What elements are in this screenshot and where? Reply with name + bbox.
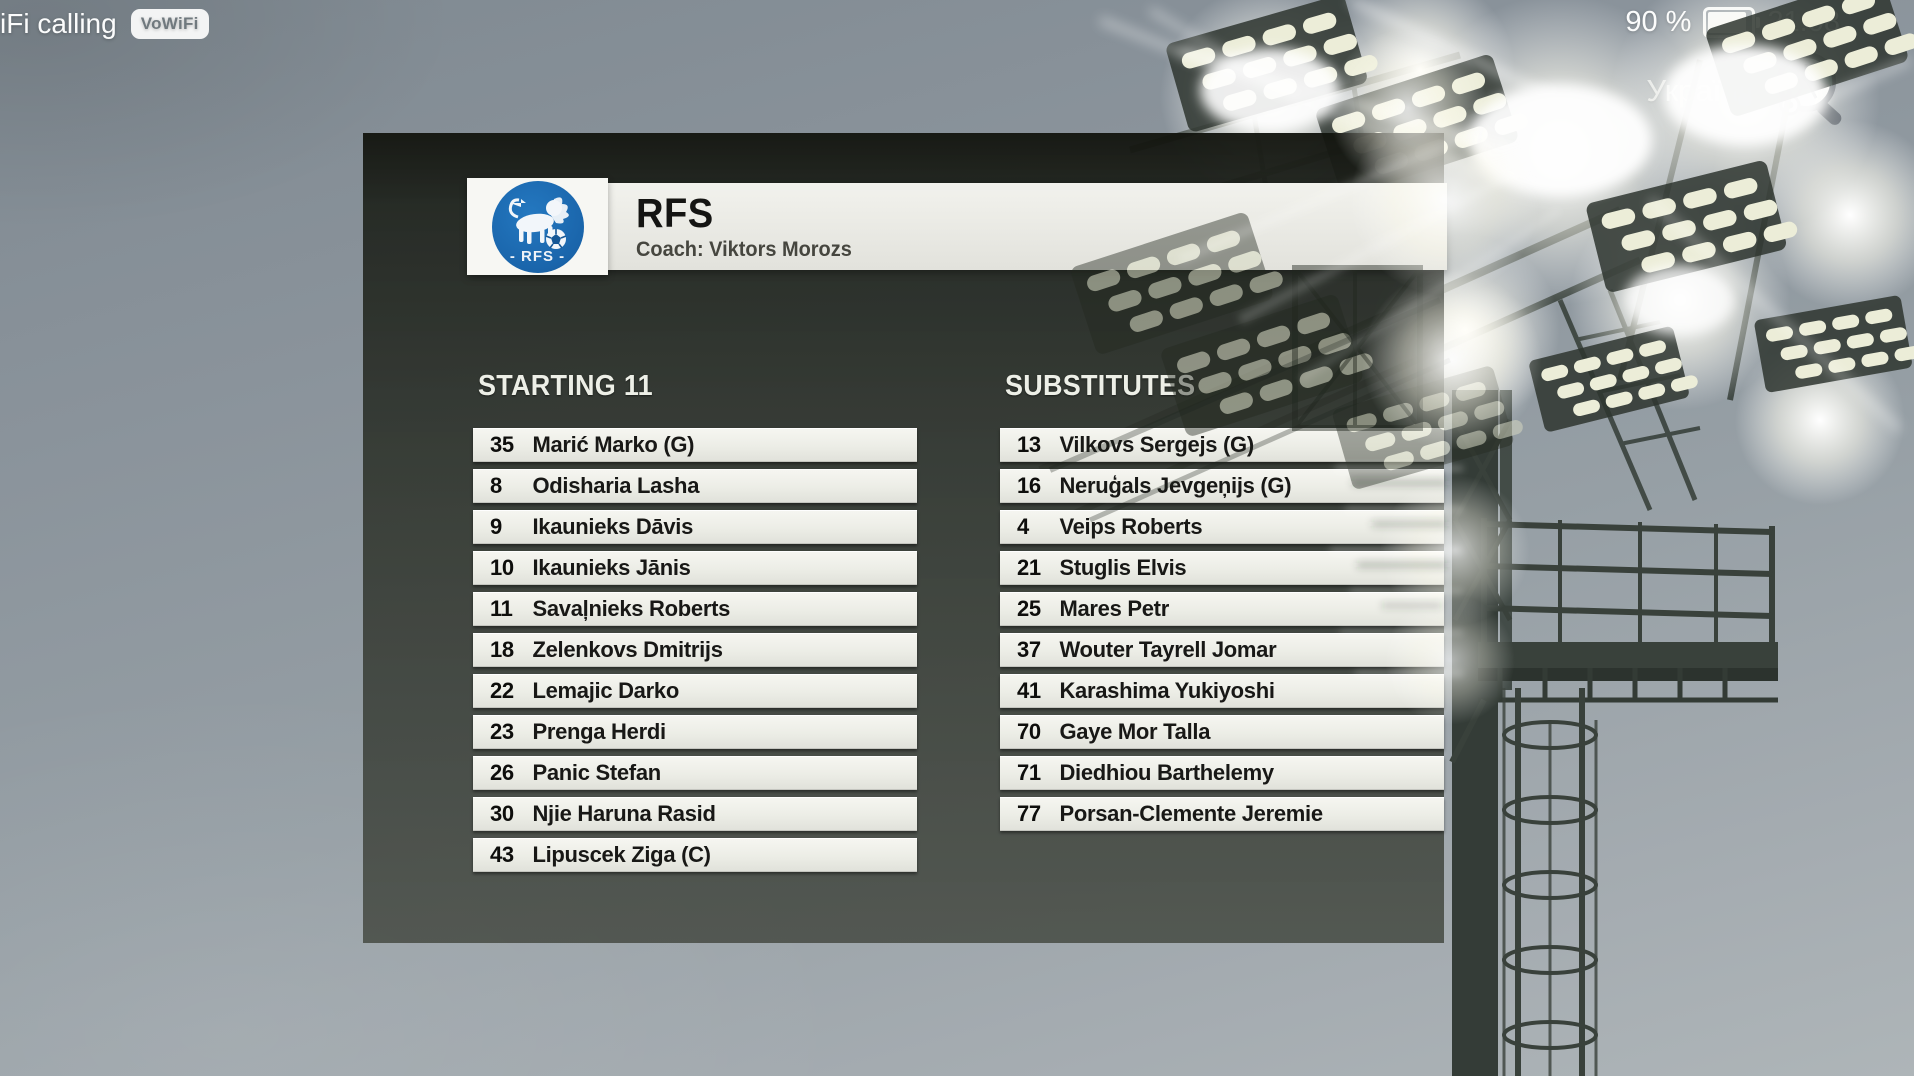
player-number: 4 (1017, 514, 1029, 539)
status-bar-right: 90 % 21:08 (1625, 6, 1840, 39)
clock: 21:08 (1767, 6, 1840, 38)
player-number: 23 (490, 719, 514, 744)
lineup-panel: - RFS - RFS Coach: Viktors Morozs STARTI… (363, 133, 1447, 943)
soccer-magnifier-icon (1776, 52, 1842, 125)
team-logo: - RFS - (467, 178, 608, 275)
player-row: 77 Porsan-Clemente Jeremie (1000, 797, 1444, 831)
player-name: Savaļnieks Roberts (532, 596, 731, 621)
starting-title: STARTING 11 (478, 370, 653, 402)
player-number: 26 (490, 760, 514, 785)
player-name: Porsan-Clemente Jeremie (1059, 801, 1323, 826)
player-row: 23 Prenga Herdi (473, 715, 917, 749)
player-number: 9 (490, 514, 502, 539)
player-row: 10 Ikaunieks Jānis (473, 551, 917, 585)
player-row: 37 Wouter Tayrell Jomar (1000, 633, 1444, 667)
lion-icon (508, 196, 569, 249)
player-number: 43 (490, 842, 514, 867)
player-number: 22 (490, 678, 514, 703)
player-name: Marić Marko (G) (532, 432, 695, 457)
watermark-text: Україні! (1646, 73, 1754, 108)
player-name: Neruģals Jevgeņijs (G) (1059, 473, 1292, 498)
status-bar-left: iFi calling VoWiFi (0, 8, 209, 40)
player-number: 71 (1017, 760, 1041, 785)
player-row: 70 Gaye Mor Talla (1000, 715, 1444, 749)
substitutes-list: 13 Vilkovs Sergejs (G) 16 Neruģals Jevge… (1000, 428, 1444, 838)
battery-icon (1703, 7, 1761, 38)
player-row: 22 Lemajic Darko (473, 674, 917, 708)
player-number: 8 (490, 473, 502, 498)
player-number: 10 (490, 555, 514, 580)
player-number: 77 (1017, 801, 1041, 826)
player-row: 30 Njie Haruna Rasid (473, 797, 917, 831)
rfs-crest-icon: - RFS - (491, 180, 584, 273)
player-number: 13 (1017, 432, 1041, 457)
player-number: 37 (1017, 637, 1041, 662)
player-name: Panic Stefan (532, 760, 661, 785)
player-number: 11 (490, 596, 513, 621)
player-name: Wouter Tayrell Jomar (1059, 637, 1277, 662)
player-name: Odisharia Lasha (532, 473, 700, 498)
player-row: 18 Zelenkovs Dmitrijs (473, 633, 917, 667)
battery-percent: 90 % (1625, 6, 1692, 38)
team-name: RFS (636, 190, 714, 236)
player-number: 21 (1017, 555, 1041, 580)
player-number: 25 (1017, 596, 1041, 621)
player-row: 35 Marić Marko (G) (473, 428, 917, 462)
player-number: 70 (1017, 719, 1041, 744)
player-name: Karashima Yukiyoshi (1059, 678, 1275, 703)
player-name: Veips Roberts (1059, 514, 1203, 539)
player-row: 13 Vilkovs Sergejs (G) (1000, 428, 1444, 462)
player-row: 9 Ikaunieks Dāvis (473, 510, 917, 544)
player-number: 18 (490, 637, 514, 662)
player-name: Lipuscek Ziga (C) (532, 842, 711, 867)
substitutes-title: SUBSTITUTES (1005, 370, 1196, 402)
player-name: Njie Haruna Rasid (532, 801, 716, 826)
vowifi-badge: VoWiFi (130, 9, 209, 39)
player-row: 8 Odisharia Lasha (473, 469, 917, 503)
player-name: Zelenkovs Dmitrijs (532, 637, 723, 662)
player-name: Ikaunieks Jānis (532, 555, 691, 580)
player-row: 71 Diedhiou Barthelemy (1000, 756, 1444, 790)
player-row: 41 Karashima Yukiyoshi (1000, 674, 1444, 708)
player-number: 30 (490, 801, 514, 826)
player-name: Prenga Herdi (532, 719, 666, 744)
player-number: 41 (1017, 678, 1041, 703)
player-name: Diedhiou Barthelemy (1059, 760, 1274, 785)
player-row: 4 Veips Roberts (1000, 510, 1444, 544)
watermark: Україні! (1646, 48, 1854, 134)
team-header: - RFS - RFS Coach: Viktors Morozs (467, 178, 1447, 275)
player-name: Ikaunieks Dāvis (532, 514, 694, 539)
player-name: Vilkovs Sergejs (G) (1059, 432, 1254, 457)
carrier-text: iFi calling (0, 8, 117, 39)
player-number: 35 (490, 432, 514, 457)
player-row: 21 Stuglis Elvis (1000, 551, 1444, 585)
player-row: 25 Mares Petr (1000, 592, 1444, 626)
coach-name: Coach: Viktors Morozs (636, 238, 852, 261)
player-name: Mares Petr (1059, 596, 1169, 621)
starting-list: 35 Marić Marko (G) 8 Odisharia Lasha 9 I… (473, 428, 917, 879)
player-name: Gaye Mor Talla (1059, 719, 1211, 744)
player-row: 11 Savaļnieks Roberts (473, 592, 917, 626)
player-row: 16 Neruģals Jevgeņijs (G) (1000, 469, 1444, 503)
logo-text: - RFS - (509, 247, 566, 265)
player-row: 43 Lipuscek Ziga (C) (473, 838, 917, 872)
player-row: 26 Panic Stefan (473, 756, 917, 790)
player-name: Lemajic Darko (532, 678, 679, 703)
player-number: 16 (1017, 473, 1041, 498)
player-name: Stuglis Elvis (1059, 555, 1187, 580)
